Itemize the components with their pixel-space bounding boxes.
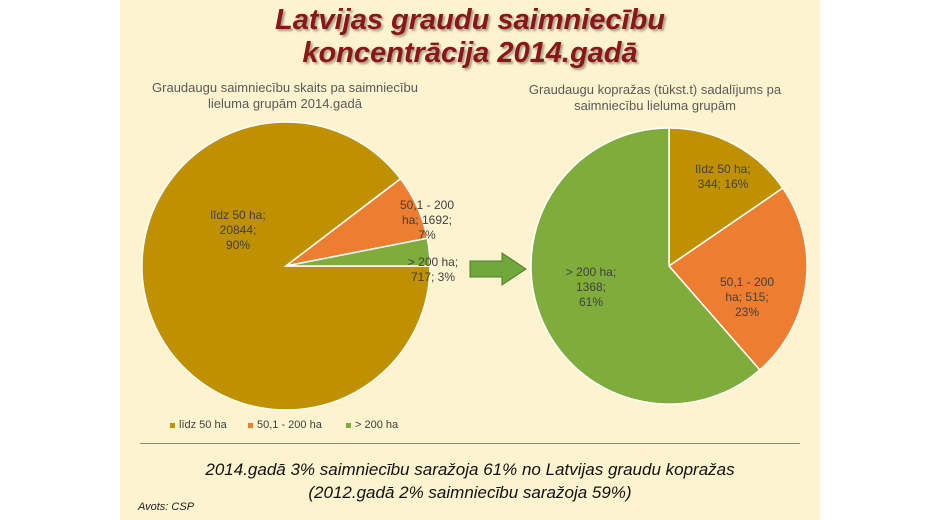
slice-data-label: > 200 ha; 1368; 61% xyxy=(566,265,616,309)
legend-label: līdz 50 ha xyxy=(179,419,228,431)
legend-swatch xyxy=(170,423,175,428)
pie-chart-farm-count: līdz 50 ha; 20844; 90% 50,1 - 200 ha; 1692; 7… xyxy=(141,121,458,411)
chart1-title-line-2: lieluma grupām 2014.gadā xyxy=(208,96,362,111)
title-line-1: Latvijas graudu saimniecību xyxy=(275,4,665,36)
pie-slice xyxy=(668,127,784,268)
slide-title: Latvijas graudu saimniecību koncentrācij… xyxy=(120,4,820,70)
summary-text: 2014.gadā 3% saimniecību saražoja 61% no… xyxy=(120,458,820,504)
chart2-title-line-1: Graudaugu kopražas (tūkst.t) sadalījums … xyxy=(528,82,782,97)
chart1-legend: līdz 50 ha 50,1 - 200 ha > 200 ha xyxy=(170,419,399,431)
slice-data-label: līdz 50 ha; 20844; 90% xyxy=(210,208,265,252)
chart1-title-line-1: Graudaugu saimniecību skaits pa saimniec… xyxy=(152,80,418,95)
slice-data-label: līdz 50 ha; 344; 16% xyxy=(695,162,750,191)
legend-swatch xyxy=(346,423,351,428)
slice-data-label: 50,1 - 200 ha; 1692; 7% xyxy=(400,198,454,242)
legend-label: > 200 ha xyxy=(355,419,399,431)
legend-label: 50,1 - 200 ha xyxy=(257,419,323,431)
summary-line-1: 2014.gadā 3% saimniecību saražoja 61% no… xyxy=(205,460,735,479)
pie-slice xyxy=(285,237,431,267)
chart2-title-line-2: saimniecību lieluma grupām xyxy=(574,98,736,113)
title-line-2: koncentrācija 2014.gadā xyxy=(302,37,638,69)
pie-slice xyxy=(667,187,808,371)
charts-area: līdz 50 ha; 20844; 90% 50,1 - 200 ha; 1692; 7… xyxy=(141,121,808,431)
slice-data-label: > 200 ha; 717; 3% xyxy=(408,255,458,284)
slice-data-label: 50,1 - 200 ha; 515; 23% xyxy=(720,275,774,319)
source-note: Avots: CSP xyxy=(138,501,195,513)
summary-line-2: (2012.gadā 2% saimniecību saražoja 59%) xyxy=(308,483,632,502)
chart1-title: Graudaugu saimniecību skaits pa saimniec… xyxy=(120,80,450,112)
right-arrow-icon xyxy=(469,252,527,286)
pie-slice xyxy=(530,127,761,405)
legend-swatch xyxy=(248,423,253,428)
chart2-title: Graudaugu kopražas (tūkst.t) sadalījums … xyxy=(490,82,820,114)
slide: Latvijas graudu saimniecību koncentrācij… xyxy=(120,0,820,520)
divider-line xyxy=(140,443,800,444)
pie-chart-harvest-share: līdz 50 ha; 344; 16% 50,1 - 200 ha; 515; 23%… xyxy=(530,127,808,405)
